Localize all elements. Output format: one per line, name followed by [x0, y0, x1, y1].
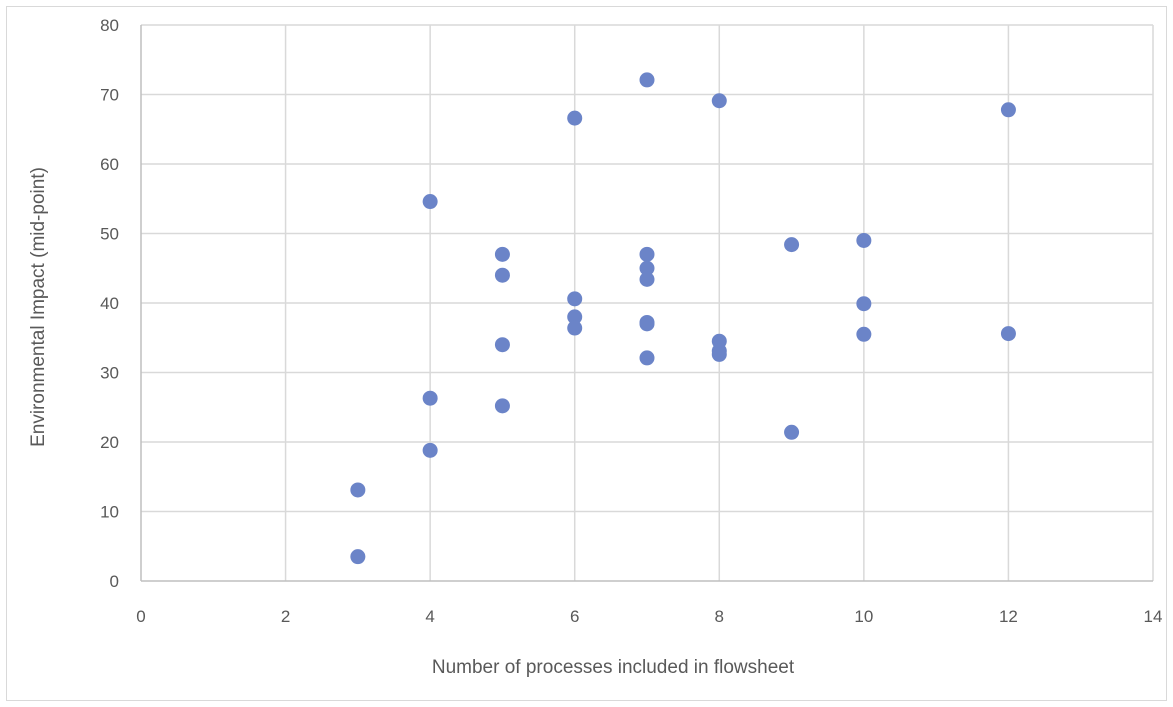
- tick-labels: 0 10 20 30 40 50 60 70 80 0 2 4 6 8 10 12 14: [100, 16, 1162, 626]
- data-point: [494, 246, 510, 262]
- data-point: [639, 350, 655, 366]
- data-point: [422, 390, 438, 406]
- data-point: [350, 482, 366, 498]
- data-point: [639, 72, 655, 88]
- y-tick-label: 60: [100, 155, 119, 174]
- data-point: [567, 320, 583, 336]
- data-point: [567, 110, 583, 126]
- data-point: [1000, 102, 1016, 118]
- x-axis-title: Number of processes included in flowshee…: [432, 657, 795, 678]
- x-tick-label: 10: [854, 607, 873, 626]
- data-point: [494, 337, 510, 353]
- y-tick-label: 80: [100, 16, 119, 35]
- data-point: [422, 442, 438, 458]
- y-tick-label: 10: [100, 503, 119, 522]
- data-point: [639, 246, 655, 262]
- data-point: [856, 326, 872, 342]
- data-point: [784, 424, 800, 440]
- x-tick-label: 2: [281, 607, 290, 626]
- y-tick-label: 20: [100, 433, 119, 452]
- gridlines: [141, 24, 1154, 581]
- y-axis-title: Environmental Impact (mid-point): [28, 167, 49, 447]
- x-tick-label: 0: [136, 607, 145, 626]
- data-point: [1000, 326, 1016, 342]
- y-tick-label: 40: [100, 294, 119, 313]
- data-point: [422, 194, 438, 210]
- data-point: [856, 232, 872, 248]
- y-tick-label: 0: [110, 572, 119, 591]
- x-tick-label: 6: [570, 607, 579, 626]
- axes: [140, 25, 1153, 582]
- data-point: [494, 267, 510, 283]
- x-tick-label: 4: [425, 607, 434, 626]
- y-tick-label: 50: [100, 225, 119, 244]
- data-point: [567, 309, 583, 325]
- x-tick-label: 8: [715, 607, 724, 626]
- data-point: [639, 316, 655, 332]
- data-point: [567, 291, 583, 307]
- data-point: [711, 346, 727, 362]
- chart-frame: [6, 6, 1167, 701]
- data-points: [350, 72, 1016, 565]
- data-point: [639, 260, 655, 276]
- data-point: [639, 271, 655, 287]
- data-point: [350, 549, 366, 565]
- data-point: [711, 93, 727, 109]
- x-tick-label: 12: [999, 607, 1018, 626]
- data-point: [856, 296, 872, 312]
- y-tick-label: 70: [100, 86, 119, 105]
- data-point: [784, 237, 800, 253]
- y-tick-label: 30: [100, 364, 119, 383]
- data-point: [494, 398, 510, 414]
- x-tick-label: 14: [1144, 607, 1163, 626]
